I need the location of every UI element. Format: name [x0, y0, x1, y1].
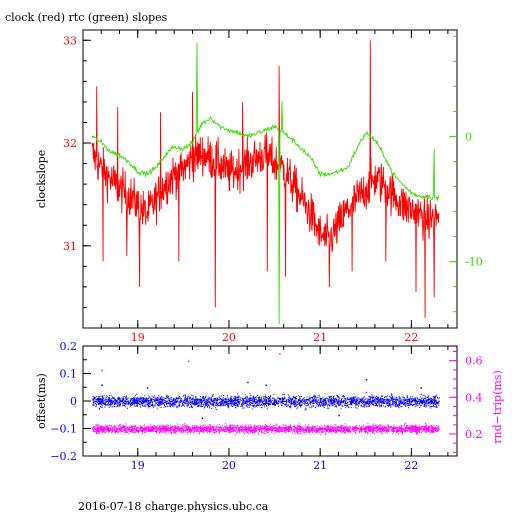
scatter-dots-offset — [92, 393, 440, 411]
series-points-offset — [92, 379, 440, 419]
scatter-outlier — [247, 381, 249, 384]
top-y-axis-label: clockslope — [35, 150, 48, 208]
right-y-tick-label: 0 — [465, 130, 472, 143]
series-line-rtc — [91, 42, 440, 325]
scatter-outlier — [101, 384, 103, 386]
x-tick-label: 22 — [404, 459, 418, 472]
x-tick-label: 20 — [222, 459, 236, 472]
scatter-outlier — [146, 387, 149, 389]
left-y-tick-label: −0.1 — [50, 423, 77, 436]
right-y-tick-label: 0.6 — [465, 355, 483, 368]
scatter-outlier — [238, 395, 240, 397]
scatter-outlier — [279, 353, 281, 355]
left-y-tick-label: 0.1 — [60, 368, 78, 381]
left-y-tick-label: 33 — [63, 34, 77, 47]
bottom-y-axis-label: offset(ms) — [35, 373, 48, 429]
top-axes-layer: 19 20 21 22 31 32 33 -10 0 — [63, 30, 483, 344]
scatter-outlier — [365, 391, 368, 394]
footer-caption: 2016-07-18 charge.physics.ubc.ca — [78, 500, 269, 512]
x-tick-label: 20 — [222, 331, 236, 344]
right-y-tick-label: 0.2 — [465, 428, 483, 441]
bottom-panel: 19 20 21 22 −0.2 −0.1 0 0.1 0.2 0.2 0.4 0.6 offset(… — [35, 340, 504, 472]
x-tick-label: 21 — [313, 331, 327, 344]
scatter-outlier — [201, 417, 204, 419]
left-y-tick-label: 31 — [63, 240, 77, 253]
top-panel: 19 20 21 22 31 32 33 -10 0 clockslope — [35, 29, 483, 344]
scatter-outlier — [265, 384, 267, 386]
scatter-outlier — [101, 369, 103, 372]
x-tick-label: 22 — [404, 331, 418, 344]
scatter-outlier — [283, 393, 286, 396]
top-plot-frame — [82, 29, 458, 329]
left-y-tick-label: 0.2 — [60, 340, 78, 353]
right-y-tick-label: -10 — [465, 256, 483, 269]
x-tick-label: 21 — [313, 459, 327, 472]
left-y-tick-label: −0.2 — [50, 450, 77, 463]
scatter-outlier — [365, 379, 368, 381]
series-line-clock — [91, 40, 440, 318]
scatter-outlier — [420, 387, 423, 389]
top-series-layer — [91, 40, 440, 325]
bottom-y2-axis-label: rnd−trip(ms) — [491, 370, 504, 444]
scatter-outlier — [187, 360, 190, 363]
scatter-dots-rnd-trip — [92, 422, 440, 436]
right-y-tick-label: 0.4 — [465, 391, 483, 404]
bottom-series-layer — [92, 353, 440, 436]
chart-title: clock (red) rtc (green) slopes — [5, 11, 168, 24]
left-y-tick-label: 32 — [63, 137, 77, 150]
scatter-outlier — [338, 414, 340, 417]
scatter-outlier — [420, 393, 423, 396]
left-y-tick-label: 0 — [70, 395, 77, 408]
x-tick-label: 19 — [131, 331, 145, 344]
series-points-rnd-trip — [92, 353, 440, 436]
bottom-axes-layer: 19 20 21 22 −0.2 −0.1 0 0.1 0.2 0.2 0.4 0.6 — [50, 340, 482, 472]
scatter-outlier — [155, 397, 158, 399]
x-tick-label: 19 — [131, 459, 145, 472]
